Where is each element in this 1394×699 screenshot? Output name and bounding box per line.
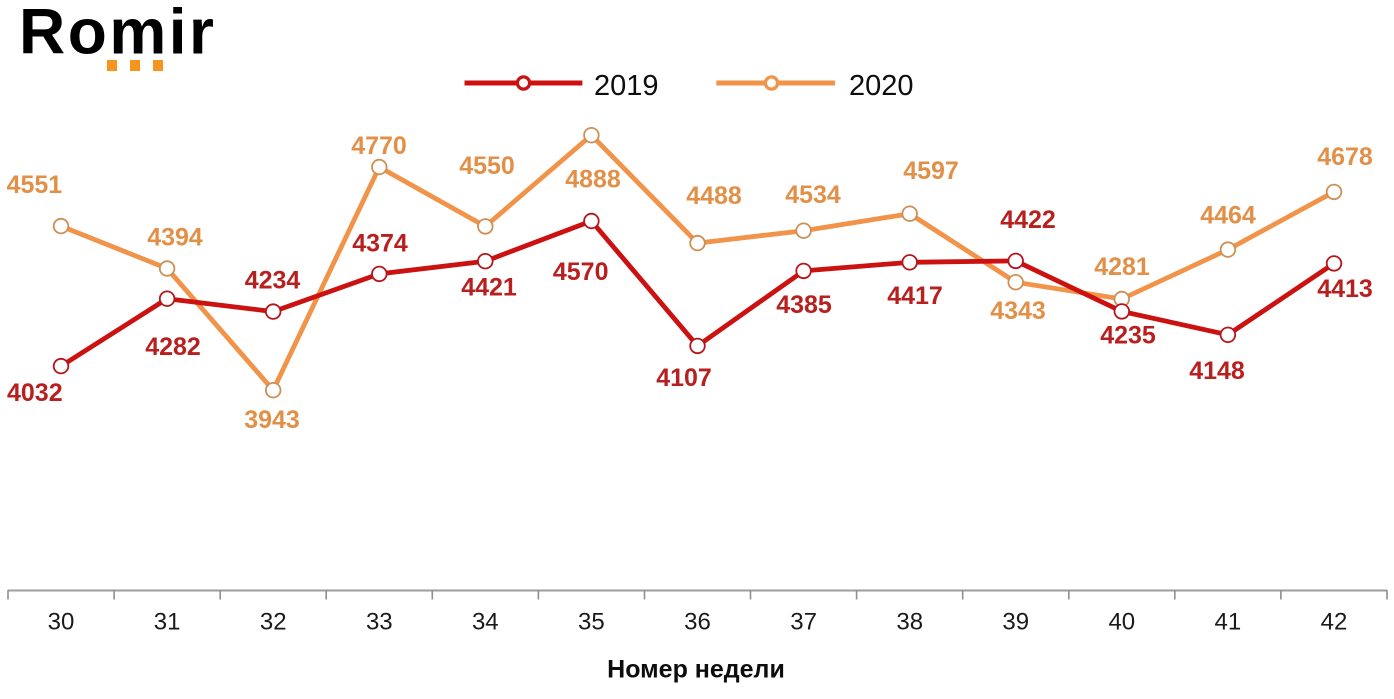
svg-text:4417: 4417 — [887, 282, 943, 310]
svg-text:38: 38 — [896, 609, 923, 636]
svg-text:40: 40 — [1108, 609, 1135, 636]
svg-text:34: 34 — [472, 609, 499, 636]
svg-text:4234: 4234 — [245, 267, 301, 295]
svg-text:4422: 4422 — [1000, 206, 1056, 234]
svg-text:36: 36 — [684, 609, 711, 636]
svg-text:4385: 4385 — [776, 291, 832, 319]
svg-text:Romir: Romir — [19, 0, 216, 68]
svg-text:4235: 4235 — [1100, 322, 1156, 350]
svg-text:4374: 4374 — [352, 230, 408, 258]
svg-text:4032: 4032 — [7, 379, 63, 407]
svg-text:Номер недели: Номер недели — [607, 656, 785, 684]
svg-text:2019: 2019 — [594, 70, 659, 102]
svg-text:4413: 4413 — [1317, 275, 1373, 303]
svg-text:4888: 4888 — [565, 166, 621, 194]
svg-text:37: 37 — [790, 609, 817, 636]
svg-text:4421: 4421 — [461, 274, 517, 302]
svg-text:3943: 3943 — [244, 406, 300, 434]
svg-text:4394: 4394 — [147, 224, 203, 252]
svg-text:4550: 4550 — [459, 152, 515, 180]
svg-text:35: 35 — [578, 609, 605, 636]
svg-text:4107: 4107 — [656, 364, 712, 392]
svg-text:4551: 4551 — [7, 171, 63, 199]
svg-text:4281: 4281 — [1094, 253, 1150, 281]
svg-text:2020: 2020 — [849, 70, 914, 102]
svg-text:4570: 4570 — [553, 258, 609, 286]
svg-text:4464: 4464 — [1200, 202, 1256, 230]
svg-text:4282: 4282 — [145, 333, 201, 361]
svg-text:33: 33 — [366, 609, 393, 636]
svg-text:4597: 4597 — [903, 157, 959, 185]
svg-text:39: 39 — [1002, 609, 1029, 636]
svg-text:4148: 4148 — [1189, 357, 1245, 385]
svg-text:4343: 4343 — [990, 297, 1046, 325]
svg-text:4488: 4488 — [686, 182, 742, 210]
svg-text:31: 31 — [154, 609, 181, 636]
svg-text:4770: 4770 — [351, 132, 407, 160]
svg-text:4678: 4678 — [1317, 143, 1373, 171]
svg-text:41: 41 — [1215, 609, 1242, 636]
svg-text:4534: 4534 — [785, 181, 841, 209]
svg-text:32: 32 — [260, 609, 287, 636]
svg-text:30: 30 — [48, 609, 75, 636]
svg-text:42: 42 — [1321, 609, 1348, 636]
